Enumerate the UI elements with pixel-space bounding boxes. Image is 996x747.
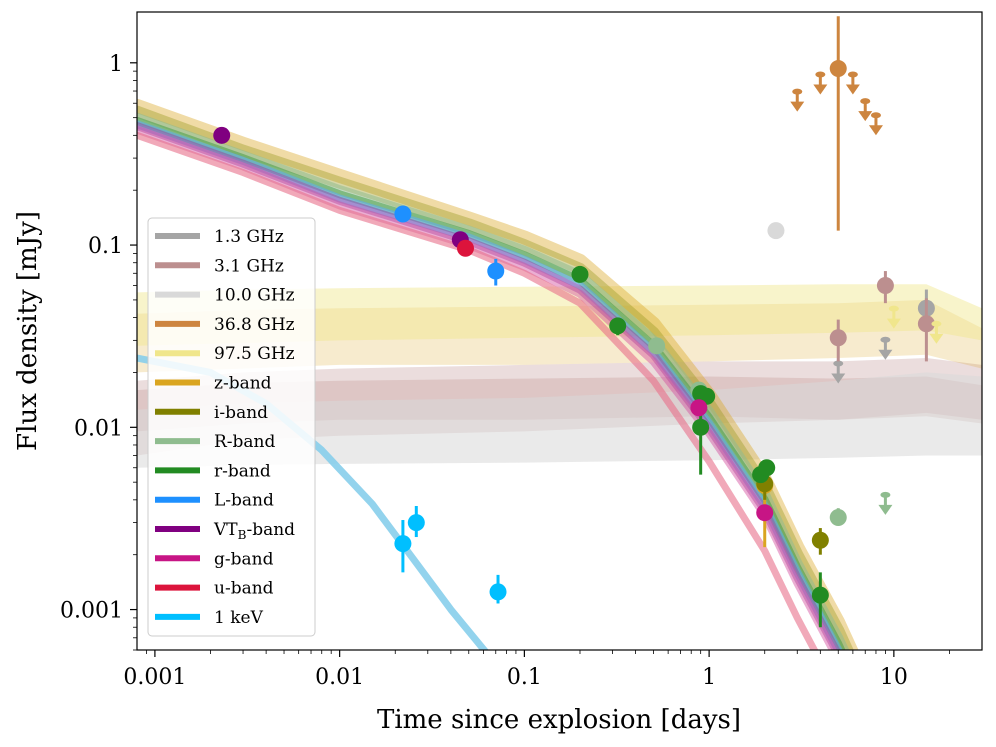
axis-ticks: 0.001 0.01 0.1 1 10 0.001 0.01 0.1 1 (60, 52, 950, 690)
data-point-9-1 (487, 262, 505, 280)
y-tick-label-2: 0.1 (88, 234, 123, 259)
x-tick-label-2: 0.1 (507, 665, 542, 690)
model-curve-5 (137, 98, 859, 650)
data-point-8-1 (609, 317, 627, 335)
upper-limit-3-0 (790, 88, 805, 112)
data-point-6-1 (811, 531, 829, 549)
data-point-12-0 (456, 239, 474, 257)
data-point-13-2 (489, 583, 507, 601)
data-point-13-1 (407, 514, 425, 532)
y-tick-label-3: 1 (109, 52, 123, 77)
data-point-9-0 (394, 205, 412, 223)
legend-label-0: 1.3 GHz (214, 227, 284, 247)
x-tick-label-1: 0.01 (315, 665, 364, 690)
upper-limit-7-0 (878, 491, 893, 515)
legend-label-11: g-band (214, 549, 274, 569)
plot-frame (136, 11, 983, 651)
upper-limit-3-2 (845, 71, 860, 95)
y-tick-label-1: 0.01 (74, 416, 123, 441)
band-3 (137, 299, 982, 373)
data-point-8-7 (811, 586, 829, 604)
y-tick-label-0: 0.001 (60, 599, 123, 624)
legend-label-13: 1 keV (214, 608, 264, 628)
data-point-1-1 (876, 276, 894, 294)
upper-limit-4-1 (929, 320, 944, 344)
data-point-8-4 (692, 418, 710, 436)
data-point-1-0 (829, 329, 847, 347)
data-point-7-0 (648, 337, 666, 355)
model-bands (137, 284, 982, 468)
data-point-2-0 (767, 222, 785, 240)
upper-limit-4-0 (886, 305, 901, 329)
y-axis-label: Flux density [mJy] (13, 211, 43, 451)
legend-label-6: i-band (214, 403, 268, 423)
legend: 1.3 GHz 3.1 GHz 10.0 GHz 36.8 GHz 97.5 GHz z-… (147, 217, 316, 637)
legend-label-5: z-band (214, 374, 272, 394)
legend-label-2: 10.0 GHz (214, 286, 295, 306)
legend-label-4: 97.5 GHz (214, 344, 295, 364)
legend-label-3: 36.8 GHz (214, 315, 295, 335)
upper-limit-3-3 (858, 98, 873, 122)
data-points (213, 16, 944, 628)
legend-label-12: u-band (214, 579, 274, 599)
data-point-10-0 (213, 126, 231, 144)
model-curves (137, 98, 859, 650)
legend-label-10: VTB-band (213, 520, 295, 542)
upper-limit-3-1 (813, 71, 828, 95)
data-point-11-0 (690, 399, 708, 417)
band-4 (137, 284, 982, 346)
legend-label-9: L-band (214, 491, 274, 511)
data-point-1-2 (917, 315, 935, 333)
data-point-11-1 (756, 504, 774, 522)
x-tick-label-4: 10 (880, 665, 908, 690)
data-point-3-0 (829, 60, 847, 78)
x-tick-label-0: 0.001 (123, 665, 186, 690)
x-tick-label-3: 1 (702, 665, 716, 690)
legend-label-8: r-band (214, 461, 271, 481)
legend-label-7: R-band (214, 432, 276, 452)
data-point-13-0 (394, 535, 412, 553)
data-point-8-6 (758, 459, 776, 477)
data-point-8-0 (571, 265, 589, 283)
legend-label-1: 3.1 GHz (214, 256, 284, 276)
upper-limit-0-0 (831, 360, 846, 384)
data-point-7-2 (829, 509, 847, 527)
model-curve-12 (137, 131, 819, 650)
upper-limit-0-1 (878, 336, 893, 360)
legend-box (147, 217, 316, 637)
upper-limit-3-4 (868, 112, 883, 136)
x-axis-label: Time since explosion [days] (377, 705, 741, 735)
band-2 (137, 372, 982, 468)
